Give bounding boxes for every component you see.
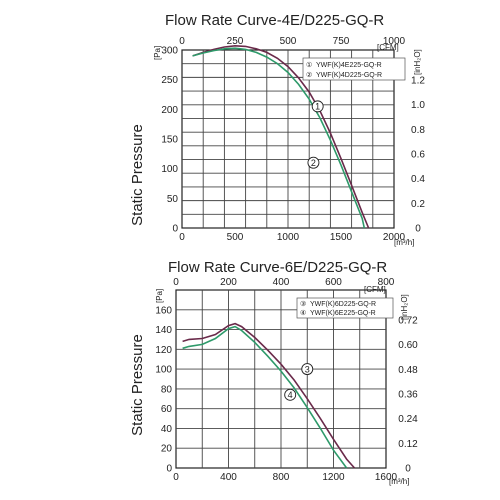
x-tick-label: 400 [220,472,237,483]
y-axis-label: Static Pressure [129,124,146,226]
y-tick-label: 20 [161,444,173,455]
legend: ③ YWF(K)6D225-GQ-R ④ YWF(K)6E225-GQ-R [296,297,394,319]
chart-4e: Flow Rate Curve-4E/D225-GQ-R Static Pres… [129,12,425,247]
y-tick-label: 100 [161,164,178,175]
x-top-tick-label: 750 [333,36,350,47]
y-right-unit-label: [inH₂O] [400,294,409,320]
y-right-tick-label: 0 [415,224,421,235]
curve-marker-circle [307,156,320,169]
y-right-tick-label: 0.4 [411,174,425,185]
chart-title: Flow Rate Curve-6E/D225-GQ-R [168,259,387,276]
y-unit-label: [Pa] [153,46,162,60]
x-top-tick-label: 1000 [383,36,406,47]
y-tick-label: 120 [155,345,172,356]
x-tick-label: 1200 [322,472,345,483]
legend: ① YWF(K)4E225-GQ-R ② YWF(K)4D225-GQ-R [302,57,406,81]
series-line-3 [182,322,356,469]
x-top-tick-label: 200 [220,277,237,288]
y-tick-label: 150 [161,135,178,146]
curve-markers: 34 [284,363,314,401]
x-tick-label: 500 [227,232,244,243]
y-unit-label: [Pa] [155,289,164,303]
legend-entry-4: YWF(K)6E225-GQ-R [310,310,376,317]
y-right-tick-label: 0.72 [398,316,418,327]
legend-entry-1: YWF(K)4E225-GQ-R [316,62,382,69]
legend-entry-2: YWF(K)4D225-GQ-R [316,72,382,79]
curve-marker-label: 1 [315,102,320,112]
y-right-unit-label: [inH₂O] [413,49,422,75]
x-tick-label: 0 [173,472,179,483]
curve-marker-label: 2 [311,158,316,168]
y-tick-label: 0 [172,224,178,235]
y-tick-label: 40 [161,424,173,435]
x-top-tick-label: 500 [280,36,297,47]
series-lines [192,44,370,229]
y-right-tick-label: 1.2 [411,76,425,87]
y-axis-label: Static Pressure [129,334,146,436]
curve-marker-label: 3 [305,364,310,374]
x-top-unit-label: [CFM] [377,43,399,52]
x-top-tick-label: 400 [273,277,290,288]
legend-entry-3-num: ③ [300,300,306,308]
legend-entry-1-num: ① [306,61,312,69]
curve-marker-circle [301,363,314,376]
x-tick-label: 1000 [277,232,300,243]
y-tick-label: 50 [167,194,179,205]
x-tick-label: 2000 [383,232,406,243]
curve-marker-circle [311,100,324,113]
x-unit-label: [m³/h] [394,238,414,247]
y-right-tick-label: 0.60 [398,340,418,351]
x-top-tick-label: 800 [378,277,395,288]
curve-markers: 12 [307,100,324,169]
x-tick-label: 800 [273,472,290,483]
y-right-tick-label: 0.48 [398,365,418,376]
y-tick-label: 200 [161,105,178,116]
legend-box [302,57,406,81]
legend-box [296,297,394,319]
y-tick-label: 160 [155,305,172,316]
legend-entry-2-num: ② [306,71,312,79]
x-top-tick-label: 0 [173,277,179,288]
x-top-tick-label: 0 [179,36,185,47]
y-tick-label: 60 [161,404,173,415]
series-lines [182,322,356,469]
chart-title: Flow Rate Curve-4E/D225-GQ-R [165,12,384,29]
y-tick-label: 140 [155,325,172,336]
legend-entry-4-num: ④ [300,309,306,317]
chart-6e: Flow Rate Curve-6E/D225-GQ-R Static Pres… [129,259,418,486]
x-unit-label: [m³/h] [389,477,409,486]
x-top-tick-label: 250 [227,36,244,47]
y-right-tick-label: 0.8 [411,125,425,136]
y-right-tick-label: 0 [405,464,411,475]
y-right-tick-label: 0.24 [398,414,418,425]
legend-entry-3: YWF(K)6D225-GQ-R [310,301,376,308]
x-top-tick-label: 600 [325,277,342,288]
x-tick-label: 1500 [330,232,353,243]
x-tick-label: 0 [179,232,185,243]
y-right-tick-label: 0.2 [411,199,425,210]
grid [181,49,395,229]
series-line-4 [182,325,348,469]
series-line-1 [192,44,370,229]
y-right-tick-label: 0.12 [398,439,418,450]
y-right-tick-label: 0.36 [398,390,418,401]
y-tick-label: 250 [161,75,178,86]
y-right-tick-label: 0.6 [411,150,425,161]
y-right-tick-label: 1.0 [411,100,425,111]
x-tick-label: 1600 [375,472,398,483]
curve-marker-label: 4 [288,390,293,400]
series-line-2 [192,47,366,229]
y-tick-label: 80 [161,384,173,395]
y-tick-label: 100 [155,365,172,376]
y-tick-label: 300 [161,46,178,57]
y-tick-label: 0 [166,464,172,475]
curve-marker-circle [284,388,297,401]
